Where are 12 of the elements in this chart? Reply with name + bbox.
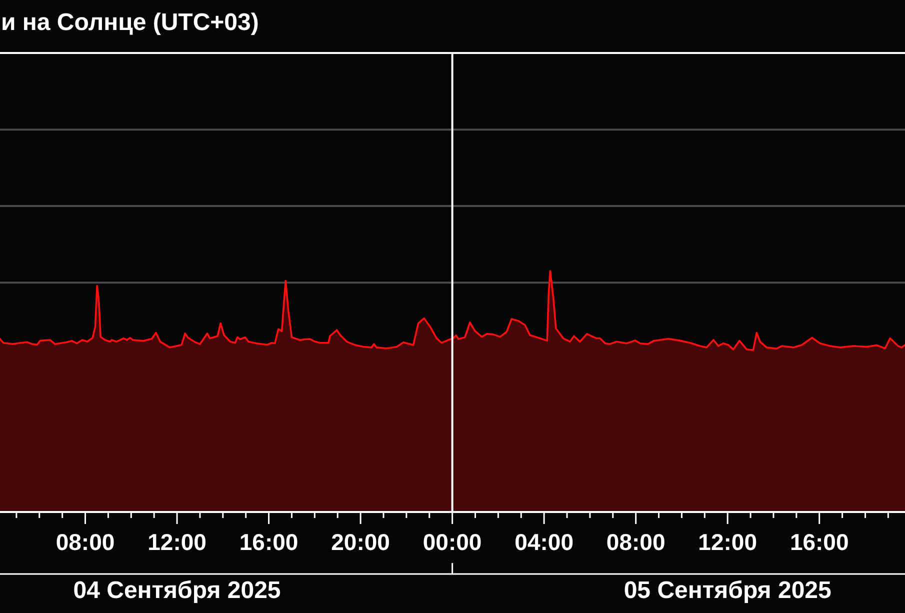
- x-tick-label: 20:00: [331, 529, 390, 555]
- x-tick-label: 12:00: [698, 529, 758, 555]
- x-tick-label: 04:00: [514, 529, 574, 555]
- x-tick-label: 08:00: [606, 529, 666, 555]
- x-tick-label: 08:00: [56, 529, 115, 555]
- x-tick-label: 12:00: [148, 529, 206, 555]
- x-tick-label: 16:00: [239, 529, 298, 555]
- text: 05 Сентября 2025: [624, 577, 832, 604]
- text: 04 Сентября 2025: [73, 577, 281, 604]
- x-tick-label: 00:00: [422, 529, 482, 555]
- chart-title: и на Солнце (UTC+03): [1, 9, 259, 36]
- x-tick-label: 16:00: [790, 529, 849, 555]
